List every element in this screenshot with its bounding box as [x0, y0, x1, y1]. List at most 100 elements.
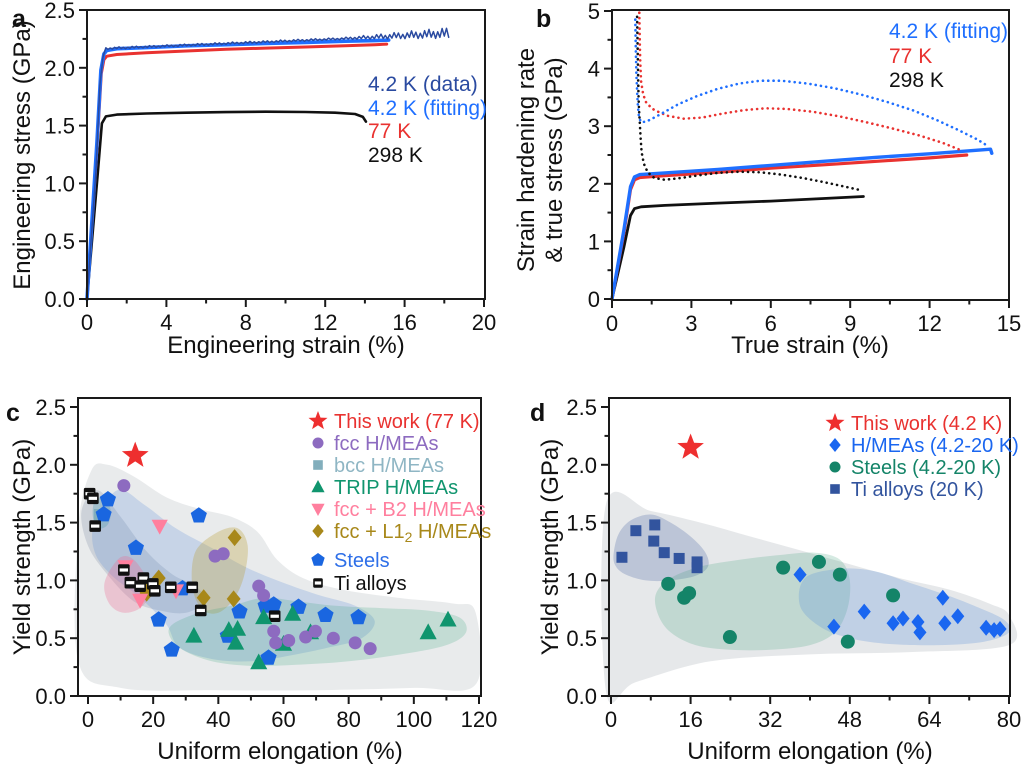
y-tick-label: 1.0	[44, 171, 75, 196]
legend-label: fcc H/MEAs	[334, 433, 438, 455]
tick-labels-d: 0 16 32 48 64 80 0.0 0.5 1.0 1.5 2.0 2.5	[566, 395, 1021, 732]
panel-c: 0 20 40 60 80 100 120 0.0 0.5 1.0 1.5 2.0 2.5 Uniform…	[6, 395, 497, 765]
x-tick-label: 12	[313, 310, 337, 335]
panel-letter-b: b	[536, 5, 551, 33]
y-axis-label-d: Yield strength (GPa)	[537, 439, 564, 656]
x-tick-label: 80	[997, 707, 1021, 732]
y-axis-label-b: Strain hardening rate	[513, 48, 540, 272]
y-tick-label: 2	[588, 172, 600, 197]
curve-hardening-298K	[635, 15, 860, 191]
legend-label: 4.2 K (data)	[368, 73, 478, 96]
x-tick-label: 16	[392, 310, 416, 335]
region-all-gray	[601, 491, 1018, 704]
x-tick-label: 0	[605, 707, 617, 732]
x-tick-label: 0	[606, 311, 618, 336]
legend-label: Steels	[334, 550, 390, 572]
legend-label: Ti alloys	[334, 573, 407, 595]
legend-label: 4.2 K (fitting)	[889, 20, 1008, 43]
region-all-gray	[74, 463, 482, 691]
curve-4.2K-data	[86, 27, 450, 300]
y-tick-label: 1.5	[566, 511, 597, 536]
scatter-hmeas	[793, 566, 1007, 641]
y-tick-label: 0	[588, 287, 600, 312]
x-tick-label: 15	[997, 311, 1021, 336]
y-tick-label: 1.5	[35, 511, 66, 536]
legend-label: fcc + L12 H/MEAs	[334, 521, 491, 545]
y-tick-label: 2.0	[566, 453, 597, 478]
legend-label: Ti alloys (20 K)	[851, 479, 984, 501]
panel-letter-d: d	[530, 399, 545, 427]
tick-labels-a: 0 4 8 12 16 20 0.0 0.5 1.0 1.5 2.0 2.5	[44, 0, 496, 335]
y-tick-label: 0.0	[35, 684, 66, 709]
scatter-fcc-hmeas	[117, 479, 377, 656]
curve-77K	[85, 42, 389, 301]
x-tick-label: 100	[395, 707, 432, 732]
x-tick-label: 40	[206, 707, 230, 732]
legend-label: TRIP H/MEAs	[334, 477, 458, 499]
y-axis-label-b: & true stress (GPa)	[541, 57, 568, 262]
x-tick-label: 3	[685, 311, 697, 336]
legend-label: This work (77 K)	[334, 411, 480, 433]
ticks-b	[604, 10, 1010, 308]
y-tick-label: 1.0	[566, 568, 597, 593]
scatter-this-work	[677, 433, 704, 459]
y-tick-label: 2.5	[566, 395, 597, 420]
plot-border-c	[77, 397, 482, 697]
panel-a: 0 4 8 12 16 20 0.0 0.5 1.0 1.5 2.0 2.5 Engineering s…	[9, 0, 496, 359]
legend-label: 77 K	[368, 120, 411, 143]
x-axis-label-a: Engineering strain (%)	[167, 332, 404, 359]
y-tick-label: 2.5	[35, 395, 66, 420]
region-blobs	[601, 491, 1018, 704]
legend-label: 298 K	[368, 144, 423, 167]
legend-label: 298 K	[889, 69, 944, 92]
legend-d: This work (4.2 K)H/MEAs (4.2-20 K)Steels…	[825, 413, 1019, 501]
y-tick-label: 0.5	[566, 626, 597, 651]
x-tick-label: 20	[472, 310, 496, 335]
y-tick-label: 1.5	[44, 114, 75, 139]
y-tick-label: 2.0	[35, 453, 66, 478]
ticks-c	[70, 406, 480, 704]
x-tick-label: 80	[336, 707, 360, 732]
legend-label: 4.2 K (fitting)	[368, 97, 487, 120]
x-tick-label: 9	[844, 311, 856, 336]
x-tick-label: 120	[461, 707, 498, 732]
y-tick-label: 0.0	[566, 684, 597, 709]
curve-true-stress-298K	[610, 195, 865, 301]
y-tick-label: 0.5	[44, 229, 75, 254]
x-axis-label-d: Uniform elongation (%)	[687, 738, 932, 765]
legend-label: bcc H/MEAs	[334, 455, 444, 477]
curve-true-stress-4.2K	[610, 147, 994, 301]
x-tick-label: 0	[82, 707, 94, 732]
legend-label: 77 K	[889, 45, 932, 68]
y-tick-label: 4	[588, 57, 600, 82]
x-tick-label: 64	[917, 707, 941, 732]
x-axis-label-b: True strain (%)	[731, 332, 889, 359]
x-tick-label: 12	[917, 311, 941, 336]
y-tick-label: 2.0	[44, 56, 75, 81]
y-tick-label: 0.5	[35, 626, 66, 651]
legend-label: fcc + B2 H/MEAs	[334, 499, 486, 521]
x-axis-label-c: Uniform elongation (%)	[157, 738, 402, 765]
scatter-ti-alloys	[616, 519, 703, 574]
y-axis-label-a: Engineering stress (GPa)	[9, 20, 36, 289]
y-tick-label: 1.0	[35, 568, 66, 593]
y-tick-label: 1	[588, 229, 600, 254]
curve-hardening-4.2K	[634, 18, 988, 147]
legend-label: Steels (4.2-20 K)	[851, 457, 1001, 479]
y-tick-label: 5	[588, 0, 600, 24]
panel-d: 0 16 32 48 64 80 0.0 0.5 1.0 1.5 2.0 2.5 Uniform elo…	[530, 395, 1021, 765]
legend-label: This work (4.2 K)	[851, 413, 1002, 435]
curve-hardening-77K	[638, 11, 963, 152]
y-tick-label: 0.0	[44, 287, 75, 312]
legend-label: H/MEAs (4.2-20 K)	[851, 435, 1019, 457]
x-tick-label: 32	[758, 707, 782, 732]
curve-4.2K-fitting	[85, 38, 391, 301]
panel-letter-a: a	[12, 5, 27, 33]
